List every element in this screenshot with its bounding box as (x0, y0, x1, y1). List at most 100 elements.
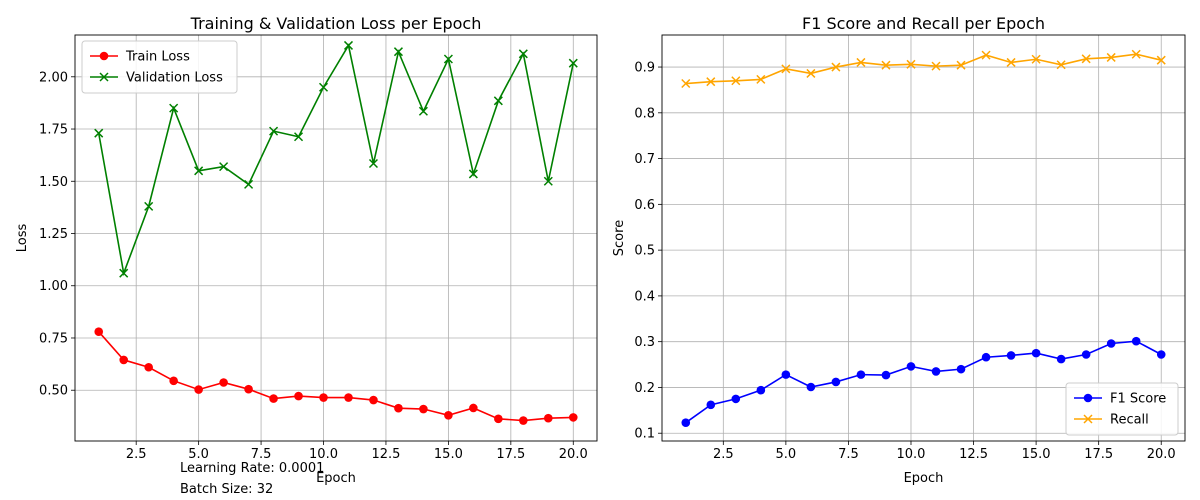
x-axis-label: Epoch (316, 471, 356, 486)
data-point (269, 126, 279, 136)
legend: F1 Score Recall (1065, 382, 1179, 436)
data-point (756, 74, 766, 84)
data-point (119, 268, 129, 278)
data-point (244, 384, 253, 394)
x-tick-label: 20.0 (1147, 447, 1176, 462)
y-tick-label: 0.2 (634, 381, 655, 396)
data-point (881, 60, 891, 70)
data-point (344, 393, 353, 402)
data-point (931, 367, 941, 376)
data-point (269, 394, 278, 403)
legend-label: F1 Score (1110, 392, 1166, 407)
y-tick-label: 0.4 (634, 289, 655, 304)
data-point (831, 377, 841, 387)
y-tick-label: 1.50 (39, 175, 68, 190)
data-point (831, 62, 841, 72)
chart-title: F1 Score and Recall per Epoch (802, 14, 1045, 33)
x-tick-label: 2.5 (713, 447, 734, 462)
chart-1: 2.5 5.0 7.5 10.0 12.5 15.0 17.5 20.0 0.50 0.75 1.0… (15, 14, 598, 486)
plot-frame (661, 34, 1186, 442)
x-tick-label: 15.0 (434, 447, 463, 462)
y-tick-label: 0.50 (39, 384, 68, 399)
legend-marker (1083, 393, 1093, 403)
data-point (518, 49, 528, 59)
y-tick-label: 1.75 (39, 123, 68, 138)
x-tick-label: 10.0 (309, 447, 338, 462)
data-point (494, 414, 503, 424)
data-point (568, 58, 578, 68)
learning-rate-note: Learning Rate: 0.0001 (180, 461, 325, 476)
data-point (1056, 354, 1066, 364)
data-point (1006, 351, 1016, 360)
data-point (681, 78, 691, 89)
data-point (519, 416, 528, 425)
data-point (393, 47, 403, 57)
data-point (731, 394, 741, 404)
y-tick-label: 0.5 (634, 244, 655, 259)
data-point (144, 201, 154, 211)
data-point (219, 162, 229, 172)
data-point (119, 355, 129, 365)
series-recall (681, 49, 1166, 89)
series-line (685, 53, 1162, 85)
chart-title: Training & Validation Loss per Epoch (190, 14, 482, 33)
legend-label: Train Loss (125, 50, 190, 65)
data-point (468, 169, 478, 179)
legend-marker (1083, 414, 1093, 424)
chart-2: 2.5 5.0 7.5 10.0 12.5 15.0 17.5 20.0 0.1 0.2 0.3 0.… (612, 14, 1186, 486)
x-axis-label: Epoch (904, 471, 944, 486)
y-tick-label: 1.00 (39, 279, 68, 294)
data-point (681, 418, 691, 427)
data-point (1006, 57, 1016, 67)
data-point (94, 128, 104, 138)
data-point (1156, 55, 1166, 65)
data-point (543, 176, 553, 186)
data-point (169, 376, 178, 386)
x-tick-label: 17.5 (496, 447, 525, 462)
data-point (343, 40, 354, 50)
data-point (906, 362, 916, 371)
data-point (906, 59, 916, 69)
legend-box (1065, 382, 1179, 436)
y-tick-label: 0.6 (634, 198, 655, 213)
data-point (194, 385, 203, 394)
data-point (294, 132, 304, 142)
data-point (981, 352, 991, 362)
data-point (94, 327, 104, 337)
x-tick-label: 12.5 (371, 447, 400, 462)
data-point (443, 54, 453, 64)
series-f1-score (681, 336, 1166, 427)
y-tick-label: 1.25 (39, 227, 68, 242)
data-point (469, 403, 478, 413)
data-point (731, 76, 741, 86)
data-point (1031, 348, 1041, 358)
series-validation-loss (94, 40, 578, 278)
data-point (1056, 60, 1066, 70)
y-axis-label: Loss (15, 224, 30, 253)
data-point (981, 50, 991, 60)
legend-box (81, 40, 238, 94)
data-point (318, 82, 329, 92)
data-point (806, 382, 816, 392)
data-point (1106, 52, 1116, 62)
data-point (294, 391, 303, 401)
x-tick-label: 2.5 (126, 447, 147, 462)
x-tick-label: 15.0 (1022, 447, 1051, 462)
data-point (881, 370, 891, 380)
x-tick-label: 5.0 (188, 447, 209, 462)
x-tick-label: 5.0 (776, 447, 797, 462)
data-point (956, 364, 966, 374)
legend-label: Validation Loss (126, 71, 223, 86)
data-point (1131, 336, 1141, 346)
x-tick-label: 12.5 (959, 447, 988, 462)
data-point (194, 166, 204, 176)
y-tick-label: 0.7 (634, 152, 655, 167)
data-point (493, 96, 503, 106)
data-point (706, 400, 716, 410)
data-point (394, 403, 403, 413)
data-point (244, 179, 254, 189)
legend-marker (99, 72, 109, 82)
y-tick-label: 0.1 (634, 427, 655, 442)
y-axis-label: Score (612, 220, 627, 256)
